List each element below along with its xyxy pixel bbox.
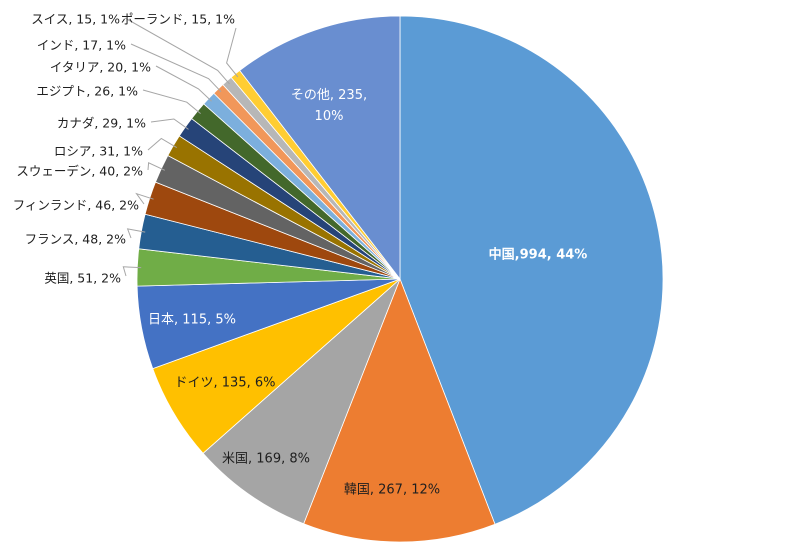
data-label-16: その他, 235, 10% bbox=[291, 88, 367, 124]
leader-line-11 bbox=[142, 89, 201, 114]
data-label-15: ポーランド, 15, 1% bbox=[121, 12, 235, 27]
leader-line-15 bbox=[226, 27, 239, 78]
leader-line-12 bbox=[155, 65, 212, 102]
leader-line-8 bbox=[147, 162, 166, 171]
leader-line-9 bbox=[147, 137, 177, 151]
leader-line-14 bbox=[124, 17, 230, 85]
data-label-4: 日本, 115, 5% bbox=[148, 313, 236, 328]
data-label-2: 米国, 169, 8% bbox=[222, 452, 310, 467]
slice-0 bbox=[399, 15, 664, 525]
slice-16 bbox=[239, 15, 401, 281]
data-label-0: 中国,994, 44% bbox=[489, 247, 588, 263]
slice-1 bbox=[303, 277, 496, 543]
data-label-13: インド, 17, 1% bbox=[37, 38, 126, 53]
data-label-5: 英国, 51, 2% bbox=[44, 271, 121, 286]
leader-line-13 bbox=[130, 43, 222, 93]
data-label-6: フランス, 48, 2% bbox=[25, 232, 127, 247]
leader-lines bbox=[122, 17, 239, 277]
data-label-1: 韓国, 267, 12% bbox=[344, 483, 440, 498]
data-label-12: イタリア, 20, 1% bbox=[50, 60, 151, 75]
leader-line-6 bbox=[126, 228, 146, 239]
data-label-10: カナダ, 29, 1% bbox=[57, 116, 146, 131]
leader-line-10 bbox=[150, 118, 189, 130]
slice-2 bbox=[202, 278, 401, 525]
data-label-3: ドイツ, 135, 6% bbox=[175, 376, 276, 391]
leader-line-5 bbox=[122, 266, 142, 277]
pie-slices bbox=[136, 15, 664, 543]
data-label-7: フィンランド, 46, 2% bbox=[13, 198, 140, 213]
data-labels: 中国,994, 44% 韓国, 267, 12% 米国, 169, 8% ドイツ, 1… bbox=[13, 12, 588, 498]
data-label-11: エジプト, 26, 1% bbox=[36, 84, 138, 99]
data-label-14: スイス, 15, 1% bbox=[31, 12, 120, 27]
leader-line-7 bbox=[135, 192, 154, 205]
data-label-8: スウェーデン, 40, 2% bbox=[16, 164, 143, 179]
data-label-9: ロシア, 31, 1% bbox=[54, 144, 143, 159]
